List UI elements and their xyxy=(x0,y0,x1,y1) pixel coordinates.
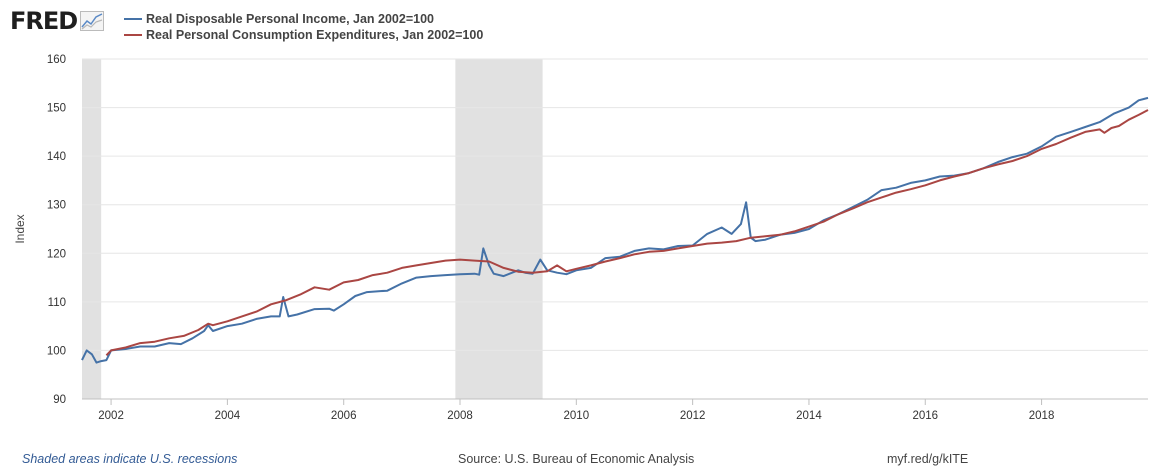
x-tick-label-2008: 2008 xyxy=(447,410,473,422)
legend-swatch-disposable-income xyxy=(124,18,142,20)
y-tick-label-130: 130 xyxy=(47,200,66,212)
recession-band-0 xyxy=(82,59,102,399)
fred-logo[interactable]: FRED xyxy=(10,6,105,36)
x-tick-label-2018: 2018 xyxy=(1029,410,1055,422)
short-link[interactable]: myf.red/g/kITE xyxy=(887,452,969,466)
series-line-0 xyxy=(81,96,1149,364)
recession-note: Shaded areas indicate U.S. recessions xyxy=(22,452,238,466)
y-tick-label-150: 150 xyxy=(47,103,66,115)
legend-item-disposable-income[interactable]: Real Disposable Personal Income, Jan 200… xyxy=(124,11,483,27)
recession-band-1 xyxy=(455,59,543,399)
series-lines xyxy=(81,96,1149,364)
x-tick-label-2010: 2010 xyxy=(564,410,590,422)
y-tick-label-160: 160 xyxy=(47,54,66,66)
axes: 90 100 110 120 130 140 150 160 2002 2004 2006 2008 2… xyxy=(47,54,1148,422)
x-tick-label-2004: 2004 xyxy=(215,410,241,422)
y-tick-label-140: 140 xyxy=(47,151,66,163)
y-tick-label-110: 110 xyxy=(48,297,66,309)
y-tick-label-120: 120 xyxy=(47,248,66,260)
y-tick-label-100: 100 xyxy=(47,345,66,357)
y-gridlines xyxy=(82,58,1148,351)
logo-text: FRED xyxy=(10,7,78,35)
legend-label-consumption: Real Personal Consumption Expenditures, … xyxy=(146,28,484,42)
series-line-1 xyxy=(105,109,1149,356)
x-tick-label-2012: 2012 xyxy=(680,410,706,422)
recession-shading xyxy=(82,59,543,399)
legend-swatch-consumption xyxy=(124,34,142,36)
legend-item-consumption[interactable]: Real Personal Consumption Expenditures, … xyxy=(124,27,483,43)
y-axis-label: Index xyxy=(13,214,27,243)
x-tick-label-2014: 2014 xyxy=(796,410,822,422)
y-tick-label-90: 90 xyxy=(53,394,66,406)
chart-logo-icon xyxy=(80,11,105,31)
x-tick-label-2006: 2006 xyxy=(331,410,357,422)
x-tick-label-2002: 2002 xyxy=(98,410,124,422)
legend-label-disposable-income: Real Disposable Personal Income, Jan 200… xyxy=(146,12,434,26)
x-tick-label-2016: 2016 xyxy=(912,410,938,422)
chart-legend: Real Disposable Personal Income, Jan 200… xyxy=(124,11,483,43)
source-text: Source: U.S. Bureau of Economic Analysis xyxy=(458,452,695,466)
